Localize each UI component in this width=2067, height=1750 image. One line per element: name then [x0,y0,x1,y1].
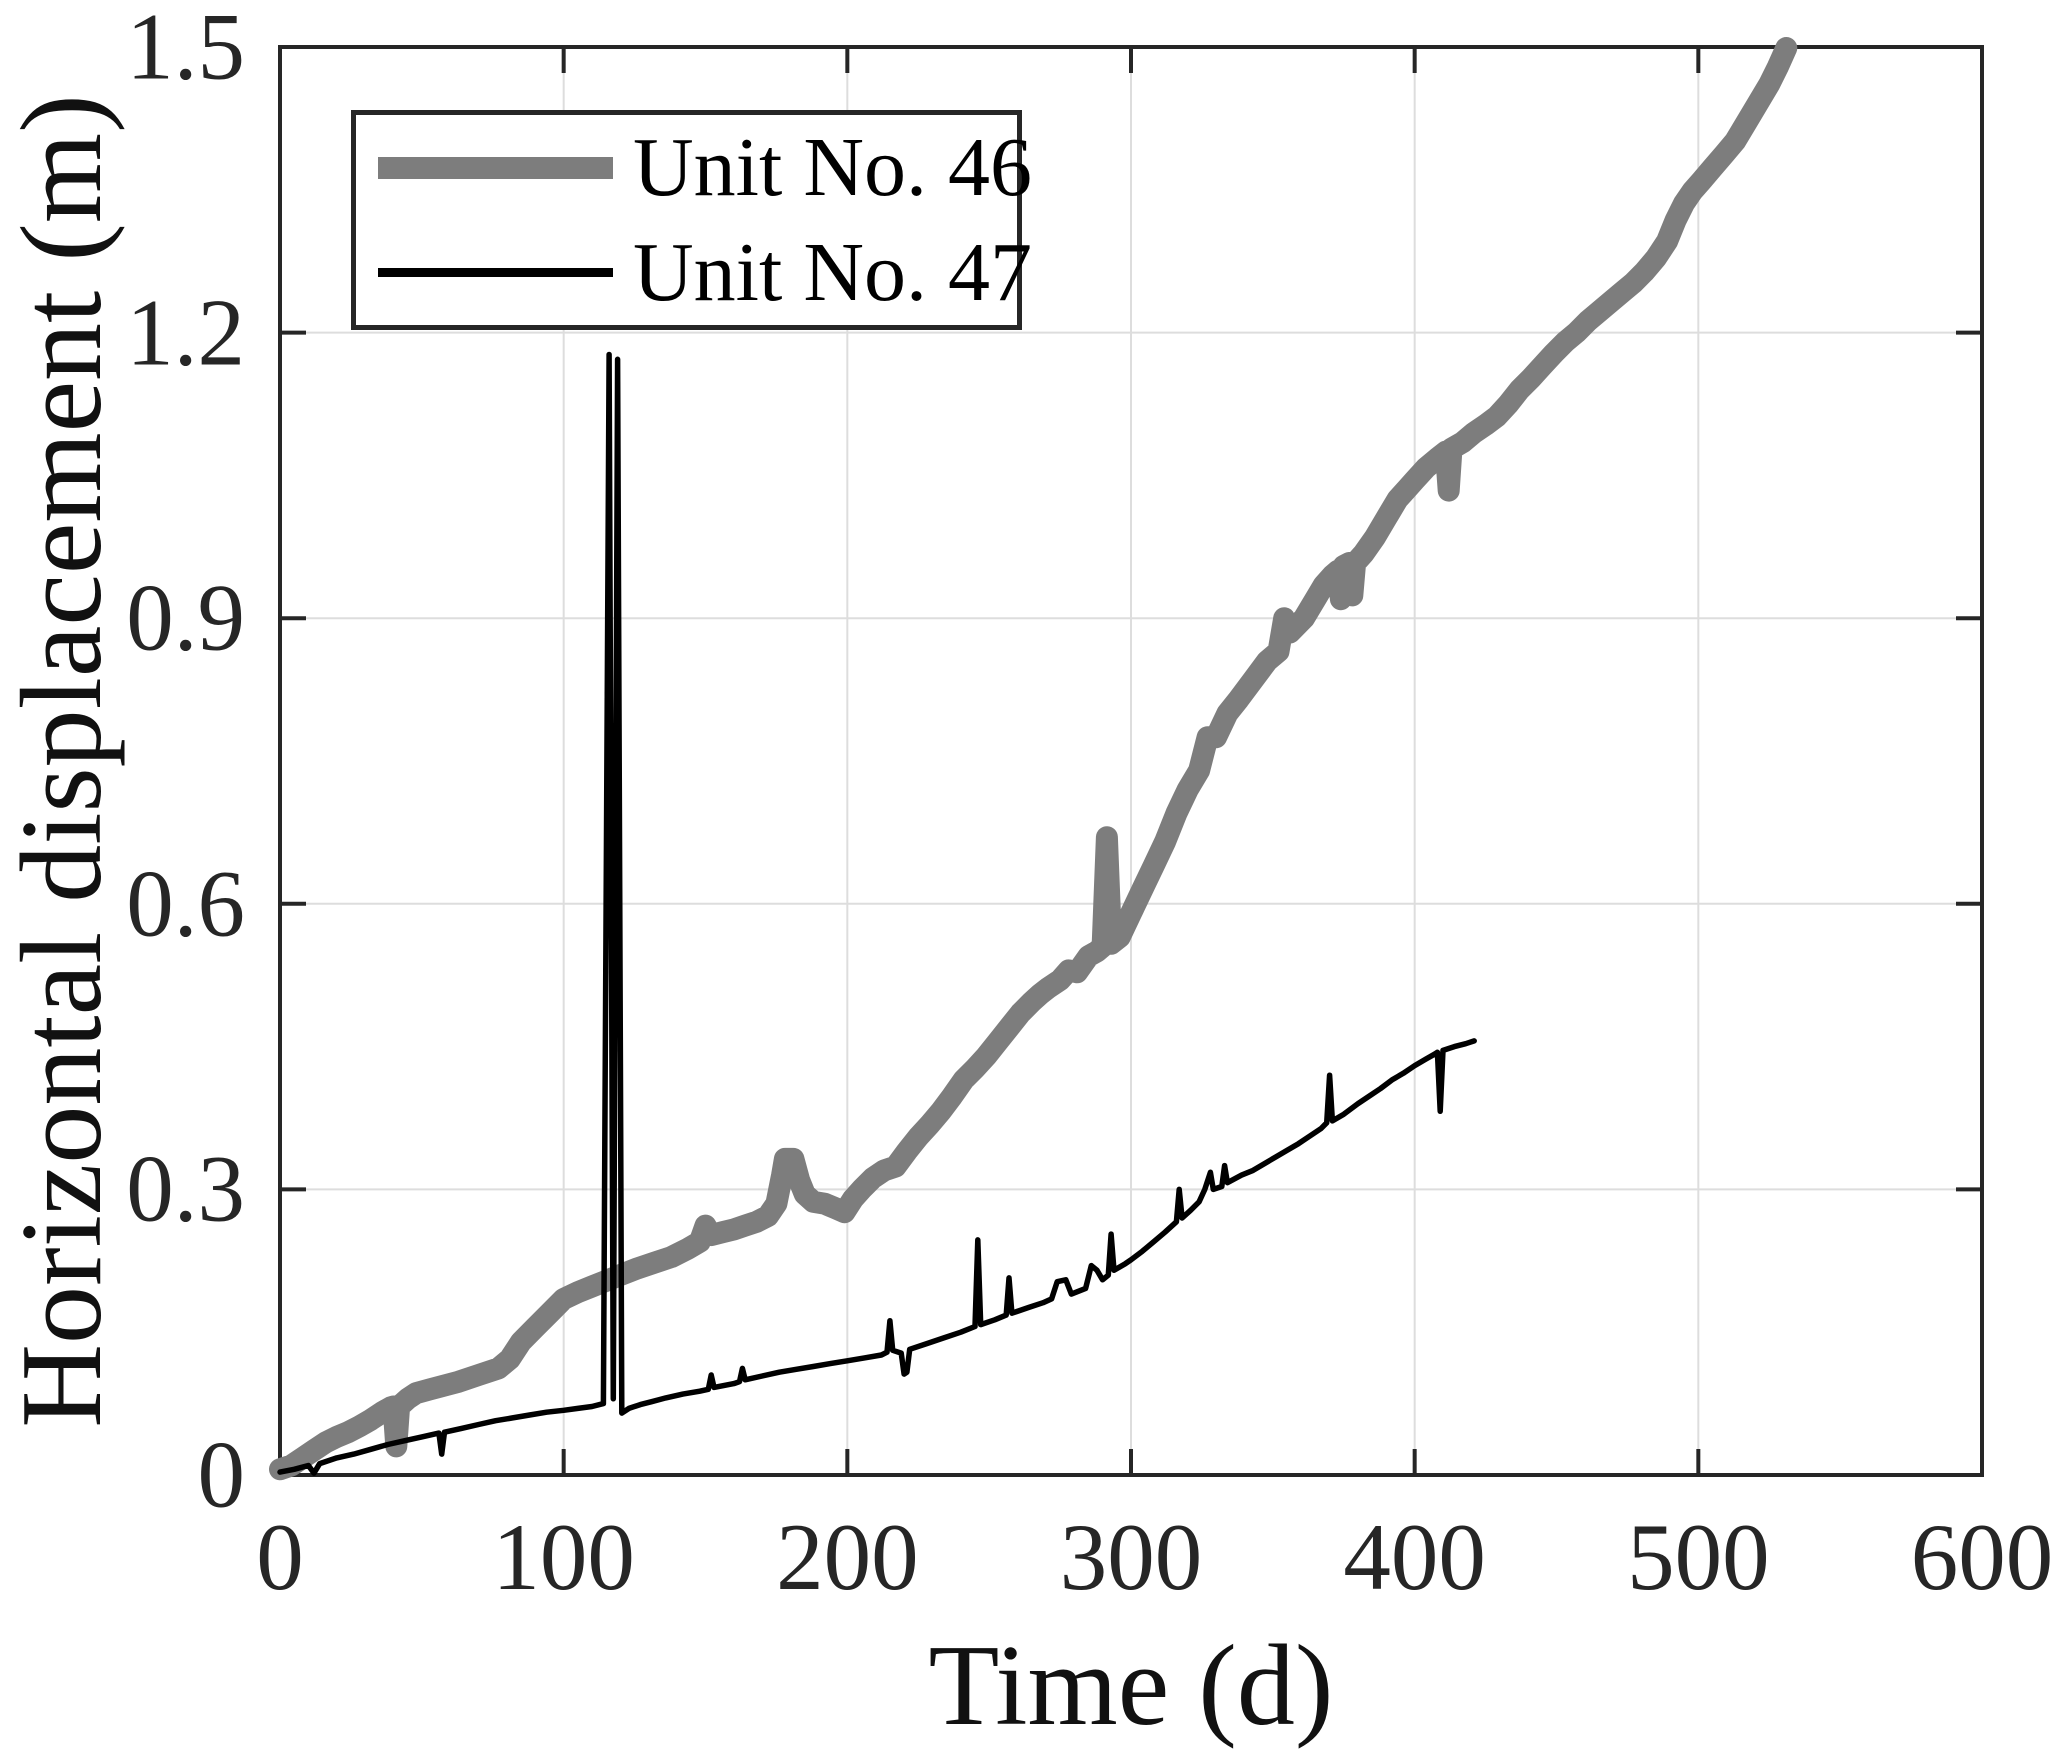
legend-line-swatch-black [378,268,613,277]
legend-swatch-box [378,156,613,179]
legend-label: Unit No. 47 [633,225,1032,319]
x-tick-label: 0 [256,1504,304,1610]
x-tick-label: 300 [1059,1504,1203,1610]
legend: Unit No. 46 Unit No. 47 [351,110,1032,330]
legend-item-unit-47: Unit No. 47 [356,220,1032,325]
y-tick-label: 0 [197,1421,246,1528]
x-tick-label: 200 [776,1504,919,1610]
y-tick-label: 1.2 [126,279,245,386]
y-tick-label: 0.3 [126,1135,245,1242]
y-tick-label: 0.9 [126,564,245,671]
plot-area [269,37,1984,1481]
x-axis-title: Time (d) [928,1622,1334,1750]
y-tick-label: 1.5 [126,0,245,100]
legend-swatch-box [378,268,613,277]
legend-line-swatch-gray [378,156,613,179]
series-line-unit-47 [277,351,1477,1476]
legend-item-unit-46: Unit No. 46 [356,115,1032,220]
x-tick-label: 100 [492,1504,635,1610]
series-line-unit-46 [269,37,1798,1481]
x-tick-label: 600 [1910,1504,2054,1610]
y-tick-label: 0.6 [126,850,245,957]
x-tick-label: 400 [1343,1504,1486,1610]
x-tick-label: 500 [1627,1504,1770,1610]
legend-label: Unit No. 46 [633,120,1032,214]
